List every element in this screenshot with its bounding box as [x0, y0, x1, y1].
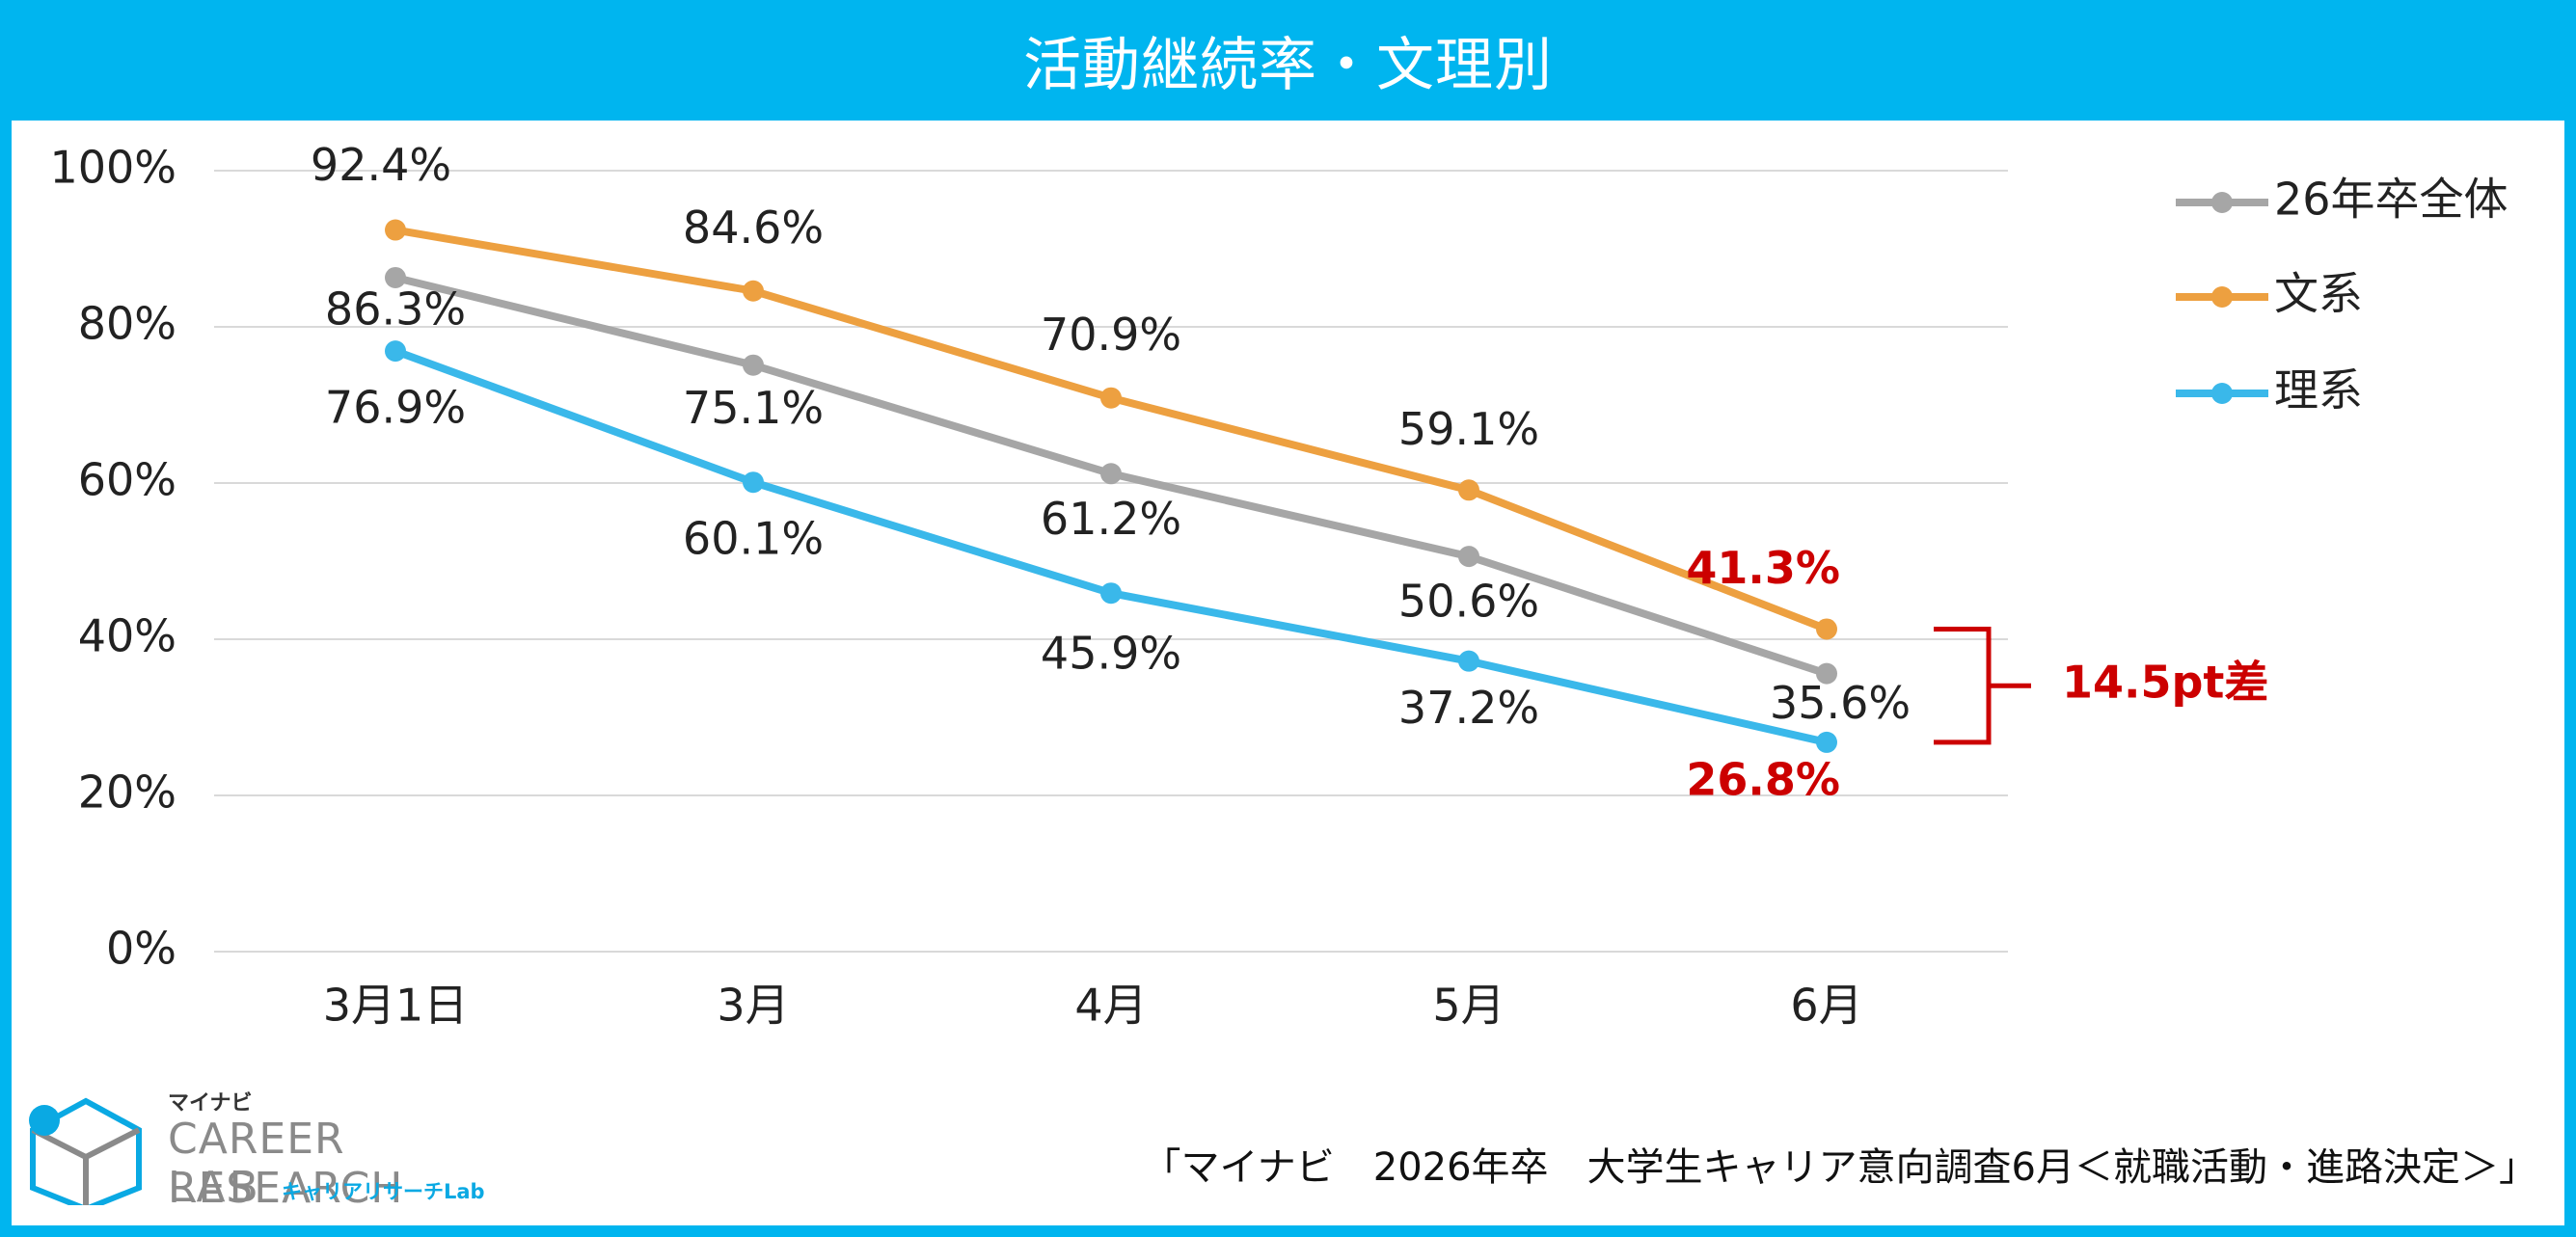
- difference-label: 14.5pt差: [2062, 657, 2268, 709]
- logo-brand: マイナビ: [168, 1091, 253, 1116]
- logo-line2: LAB: [168, 1163, 262, 1212]
- x-tick-label: 5月: [1432, 980, 1505, 1032]
- data-point: [385, 219, 406, 241]
- x-tick-label: 3月: [717, 980, 789, 1032]
- y-tick-label: 40%: [78, 610, 176, 662]
- legend-swatch-marker: [2211, 383, 2233, 404]
- data-label: 41.3%: [1686, 542, 1840, 594]
- data-point: [1816, 731, 1837, 753]
- data-label: 92.4%: [311, 139, 451, 191]
- legend-label: 理系: [2274, 364, 2363, 417]
- chart-title: 活動継続率・文理別: [1023, 32, 1553, 99]
- data-point: [1100, 582, 1122, 605]
- data-point: [1458, 650, 1479, 672]
- y-tick-label: 20%: [78, 766, 176, 819]
- data-point: [1458, 479, 1479, 501]
- x-tick-label: 6月: [1790, 980, 1862, 1032]
- data-point: [1100, 387, 1122, 409]
- data-point: [385, 340, 406, 363]
- data-label: 60.1%: [683, 513, 824, 565]
- data-point: [743, 471, 764, 494]
- data-point: [1816, 662, 1837, 685]
- logo-subtitle: キャリアリサーチLab: [282, 1180, 485, 1203]
- data-label: 86.3%: [325, 282, 466, 335]
- data-point: [743, 354, 764, 376]
- legend-label: 26年卒全体: [2274, 174, 2508, 226]
- legend-label: 文系: [2274, 268, 2363, 320]
- data-label: 26.8%: [1686, 753, 1840, 805]
- data-label: 84.6%: [683, 202, 824, 254]
- data-label: 50.6%: [1398, 576, 1539, 628]
- y-tick-label: 80%: [78, 298, 176, 350]
- data-point: [743, 280, 764, 302]
- y-tick-label: 60%: [78, 454, 176, 506]
- legend-swatch-marker: [2211, 286, 2233, 308]
- data-label: 59.1%: [1398, 403, 1539, 455]
- data-point: [385, 266, 406, 288]
- data-label: 35.6%: [1770, 677, 1911, 729]
- career-research-lab-logo: マイナビ CAREER RESEARCH LAB キャリアリサーチLab: [23, 1080, 583, 1215]
- data-label: 75.1%: [683, 382, 824, 434]
- data-label: 61.2%: [1041, 493, 1181, 545]
- legend-swatch-marker: [2211, 192, 2233, 213]
- difference-bracket: [1934, 626, 2031, 745]
- x-tick-label: 4月: [1074, 980, 1147, 1032]
- data-label: 76.9%: [325, 382, 466, 434]
- data-point: [1816, 618, 1837, 640]
- data-label: 45.9%: [1041, 628, 1181, 680]
- source-note: 「マイナビ 2026年卒 大学生キャリア意向調査6月＜就職活動・進路決定＞」: [1142, 1145, 2537, 1190]
- y-tick-label: 0%: [106, 923, 176, 975]
- data-point: [1458, 546, 1479, 568]
- x-tick-label: 3月1日: [323, 980, 469, 1032]
- y-tick-label: 100%: [49, 142, 176, 194]
- logo-cube-icon: [29, 1097, 142, 1205]
- logo-line1: CAREER RESEARCH: [168, 1115, 404, 1213]
- title-bar: 活動継続率・文理別: [0, 0, 2576, 121]
- data-point: [1100, 463, 1122, 485]
- data-label: 37.2%: [1398, 682, 1539, 734]
- data-label: 70.9%: [1041, 309, 1181, 361]
